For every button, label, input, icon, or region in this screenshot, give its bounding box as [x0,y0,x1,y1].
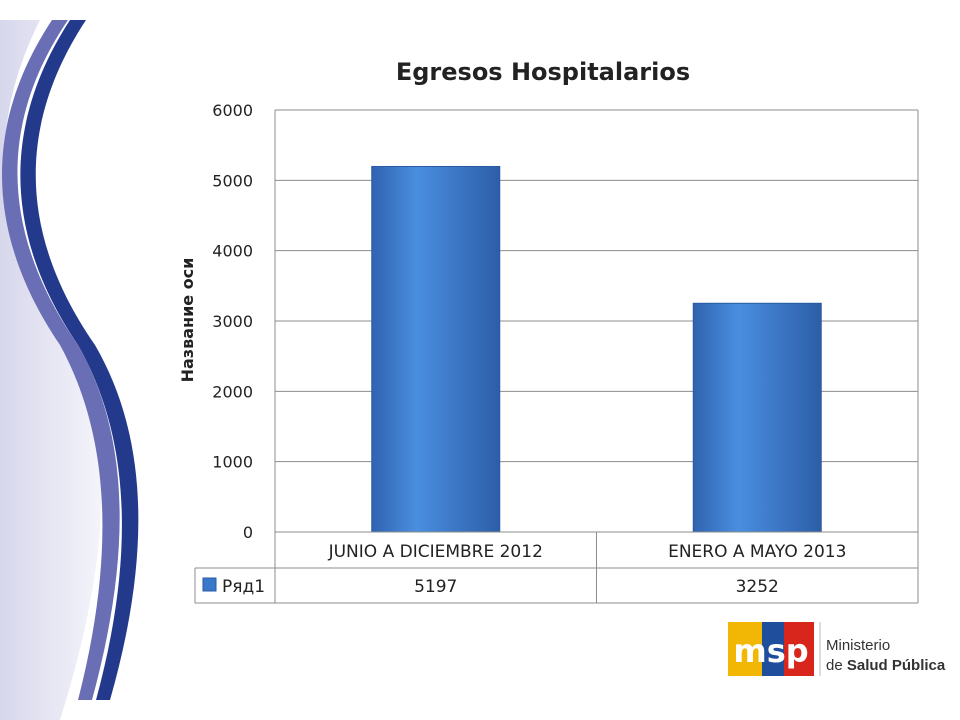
y-tick-label: 0 [243,523,253,542]
logo-block-blue [762,622,784,676]
y-tick-label: 5000 [212,171,253,190]
y-tick-label: 2000 [212,382,253,401]
bar [371,165,501,533]
y-tick-labels: 0 1000 2000 3000 4000 5000 6000 [212,101,253,542]
category-label: ENERO A MAYO 2013 [668,542,846,562]
data-value-label: 3252 [736,577,779,597]
y-tick-label: 1000 [212,453,253,472]
logo-line2: de Salud Pública [826,657,946,674]
y-tick-label: 3000 [212,312,253,331]
y-tick-label: 4000 [212,242,253,261]
legend-swatch [202,577,217,592]
logo-block-red [784,622,814,676]
ministerio-logo: msp Ministerio de Salud Pública [728,622,946,676]
bar [692,302,822,533]
logo-block-yellow [728,622,762,676]
bars [371,165,822,533]
decor-light-band [0,20,102,720]
chart-title: Egresos Hospitalarios [396,58,690,86]
y-axis-label: Название оси [178,258,197,383]
logo-mark: msp [733,632,808,670]
data-value-label: 5197 [414,577,457,597]
category-label: JUNIO A DICIEMBRE 2012 [328,542,543,562]
logo-line1: Ministerio [826,637,890,654]
y-tick-label: 6000 [212,101,253,120]
data-table: JUNIO A DICIEMBRE 2012 ENERO A MAYO 2013 5… [194,110,919,604]
legend-series-name: Ряд1 [222,577,265,597]
